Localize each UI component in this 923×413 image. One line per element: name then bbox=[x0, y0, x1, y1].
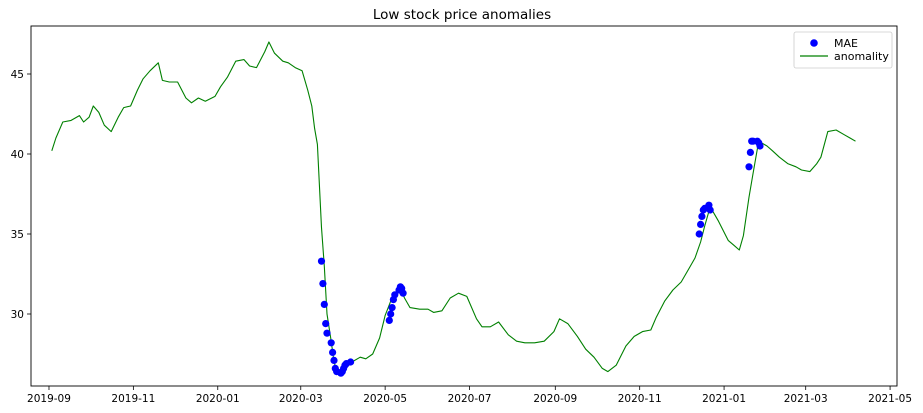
mae-point bbox=[347, 358, 355, 366]
mae-point bbox=[388, 304, 396, 312]
mae-point bbox=[323, 329, 331, 337]
anomality-line bbox=[51, 41, 856, 373]
legend-anomality-label: anomality bbox=[834, 50, 889, 63]
mae-point bbox=[329, 348, 337, 356]
x-tick-label: 2020-07 bbox=[448, 393, 492, 405]
x-tick-label: 2021-05 bbox=[868, 393, 912, 405]
mae-point bbox=[317, 257, 326, 265]
mae-point bbox=[322, 320, 330, 328]
mae-point bbox=[706, 206, 714, 214]
legend-box bbox=[793, 31, 893, 69]
x-tick-label: 2020-09 bbox=[533, 393, 577, 405]
mae-point bbox=[697, 220, 705, 228]
mae-point bbox=[698, 212, 706, 220]
legend-mae-label: MAE bbox=[834, 37, 858, 50]
y-tick-label: 40 bbox=[11, 149, 24, 161]
legend-mae-marker bbox=[810, 39, 818, 47]
plot-frame bbox=[30, 25, 898, 387]
mae-point bbox=[387, 310, 395, 318]
legend: MAE anomality bbox=[793, 31, 893, 69]
mae-point bbox=[399, 289, 407, 297]
x-tick-label: 2021-01 bbox=[702, 393, 746, 405]
mae-point bbox=[330, 356, 338, 364]
mae-point bbox=[756, 142, 764, 150]
y-axis: 30 35 40 45 bbox=[11, 69, 31, 321]
mae-point bbox=[695, 230, 703, 238]
x-tick-label: 2020-01 bbox=[196, 393, 240, 405]
x-tick-label: 2020-05 bbox=[363, 393, 407, 405]
y-tick-label: 45 bbox=[11, 69, 24, 81]
x-tick-label: 2021-03 bbox=[784, 393, 828, 405]
mae-point bbox=[391, 291, 399, 299]
mae-point bbox=[746, 148, 755, 156]
chart-title: Low stock price anomalies bbox=[373, 7, 551, 23]
y-tick-label: 35 bbox=[11, 229, 24, 241]
mae-point bbox=[320, 300, 328, 308]
x-axis: 2019-09 2019-11 2020-01 2020-03 2020-05 2020-… bbox=[27, 386, 912, 405]
x-tick-label: 2019-09 bbox=[27, 393, 71, 405]
mae-point bbox=[745, 163, 753, 171]
x-tick-label: 2019-11 bbox=[111, 393, 155, 405]
mae-point bbox=[385, 316, 393, 324]
mae-point bbox=[319, 280, 327, 288]
y-tick-label: 30 bbox=[11, 309, 24, 321]
line-series bbox=[51, 41, 856, 373]
marker-series bbox=[317, 137, 764, 377]
x-tick-label: 2020-11 bbox=[618, 393, 662, 405]
x-tick-label: 2020-03 bbox=[279, 393, 323, 405]
mae-point bbox=[327, 339, 335, 347]
